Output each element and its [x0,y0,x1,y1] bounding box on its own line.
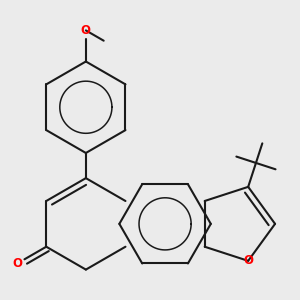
Text: O: O [243,254,253,267]
Text: O: O [12,257,22,270]
Text: O: O [81,24,91,37]
